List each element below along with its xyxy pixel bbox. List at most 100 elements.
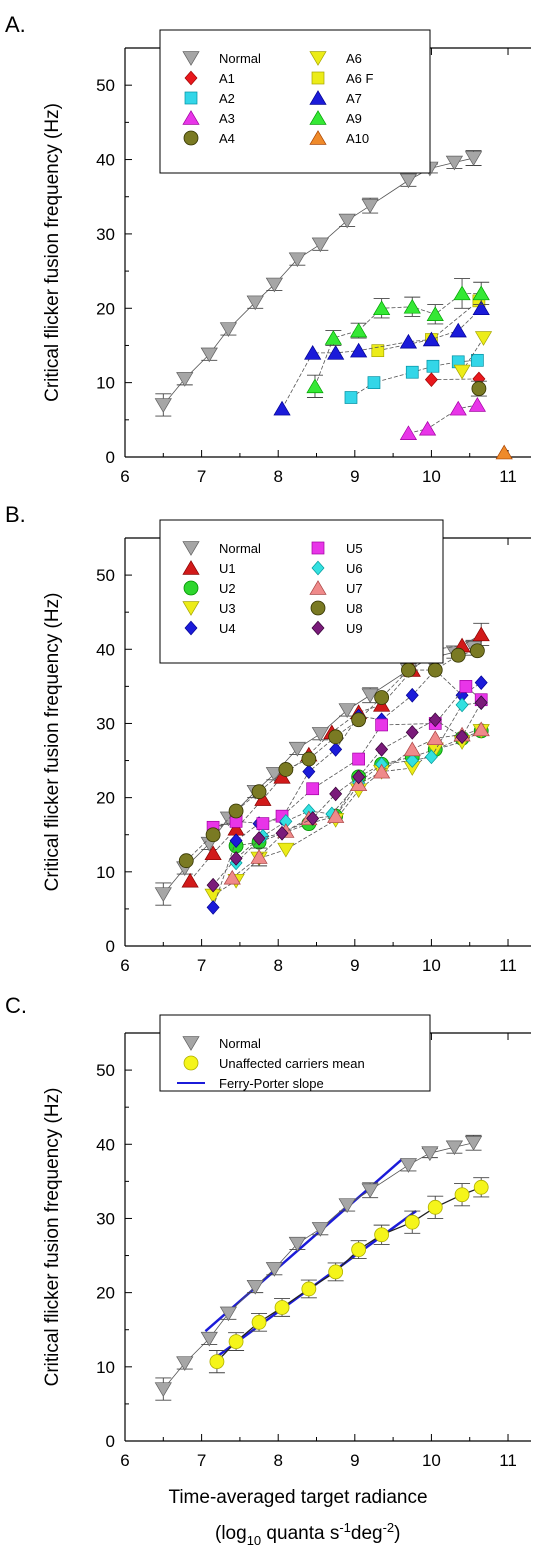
legend-marker [311,560,325,576]
legend-label: U5 [346,541,363,556]
data-point [251,1314,267,1330]
x-tick-label: 8 [273,1451,282,1470]
data-point [176,1356,194,1371]
legend-label: A6 F [346,71,374,86]
legend-box [159,1014,431,1092]
data-point [351,1242,367,1258]
data-point [472,285,490,301]
y-axis-label: Critical flicker fusion frequency (Hz) [42,103,63,402]
data-point [399,333,418,349]
data-point [274,1300,290,1315]
data-point [472,626,490,642]
data-point [252,831,266,846]
legend-box [159,519,444,664]
series-a4 [470,380,487,397]
legend-marker [182,110,200,125]
x-tick-label: 11 [499,1451,517,1470]
legend-marker [184,620,198,636]
data-point [474,331,493,346]
series-a9 [306,278,490,398]
data-point [401,662,416,678]
data-point [278,762,294,777]
data-point [228,803,244,819]
legend-label: U4 [219,621,236,636]
data-point [450,647,466,663]
x-tick-label: 11 [499,956,517,975]
data-point [352,769,366,785]
y-tick-label: 30 [96,714,115,733]
legend-label: A9 [346,111,362,126]
data-point [176,372,194,387]
data-point [338,1198,356,1213]
data-point [205,827,221,843]
data-point [426,359,440,373]
legend-marker [183,580,199,596]
legend-label: A2 [219,91,235,106]
series-line [212,685,482,828]
y-tick-label: 10 [96,863,115,882]
data-point [181,872,199,888]
data-point [327,808,345,823]
legend-label: A10 [346,131,369,146]
data-point [428,712,442,728]
data-point [426,730,444,746]
legend: Normal Unaffected carriers mean Ferry-Port… [159,1014,431,1092]
x-tick-label: 11 [499,467,517,486]
data-point [338,213,356,229]
data-point [405,725,419,740]
series-line [431,378,479,381]
series-line [314,292,482,387]
y-tick-label: 40 [96,1135,115,1154]
data-point [288,252,306,268]
x-tick-label: 6 [120,956,129,975]
legend-label: U3 [219,601,236,616]
x-axis-units-part: -2 [383,1520,395,1535]
data-point [405,365,419,379]
data-point [352,752,365,766]
legend-label: Normal [219,541,261,556]
series-normal [154,150,483,417]
x-tick-label: 8 [273,956,282,975]
data-point [273,400,291,416]
data-point [246,295,264,311]
y-tick-label: 10 [96,374,115,393]
x-axis-units-part: deg [351,1523,383,1544]
series-a7 [273,300,490,416]
legend-box [159,29,431,174]
data-point [324,330,342,345]
series-a10 [495,444,513,460]
x-tick-label: 9 [350,956,359,975]
legend-label: U1 [219,561,236,576]
chart-panel-1: A. 0 10 20 30 40 50 6 7 8 9 10 11 Critical flicker fu… [5,12,531,486]
data-point [471,381,487,396]
data-point [219,1306,238,1322]
data-point [361,198,379,214]
data-point [277,842,295,858]
series-line [162,1142,474,1390]
data-point [288,741,306,757]
data-point [306,811,320,826]
data-point [329,786,343,802]
legend-marker [309,51,327,66]
data-point [464,151,483,166]
data-point [229,833,243,848]
data-point [374,690,390,705]
y-axis-label: Critical flicker fusion frequency (Hz) [42,1088,63,1387]
chart-panel-2: B. 0 10 20 30 40 50 6 7 8 9 10 11 Critical flicker fu… [5,502,531,975]
data-point [302,764,316,780]
y-tick-label: 20 [96,1284,115,1303]
data-point [200,1331,218,1347]
legend-marker [184,91,198,105]
data-point [445,155,464,171]
series-unaffected-carriers-mean [208,1177,490,1374]
data-point [464,1136,483,1151]
data-point [206,877,220,893]
data-point [338,703,356,718]
data-point [154,398,172,413]
data-point [311,1222,329,1237]
data-point [474,695,488,711]
data-point [373,300,391,316]
series-a3 [399,397,486,440]
data-point [306,378,324,394]
series-line [212,730,482,896]
